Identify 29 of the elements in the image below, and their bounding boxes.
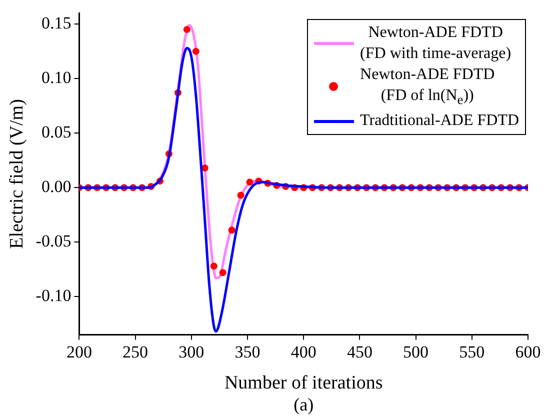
text: (a)	[294, 394, 314, 415]
point	[228, 226, 236, 234]
x-tick-label: 250	[122, 342, 148, 362]
x-tick-label: 550	[459, 342, 485, 362]
legend-label: Newton-ADE FDTD (FD with time-average)	[360, 23, 512, 64]
y-tick-label: 0.10	[41, 68, 72, 88]
x-tick-label: 500	[403, 342, 429, 362]
x-tick-label: 400	[290, 342, 316, 362]
legend-label: Tradtitional-ADE FDTD	[360, 111, 519, 132]
point	[246, 178, 254, 186]
x-axis-title: Number of iterations	[224, 372, 383, 394]
point	[237, 192, 244, 199]
y-tick-label: 0.00	[41, 177, 72, 196]
x-tick-label: 350	[234, 342, 260, 362]
y-tick-label: 0.15	[41, 14, 72, 33]
y-tick-label: -0.05	[36, 232, 72, 251]
y-axis-title: Electric field (V/m)	[6, 99, 28, 249]
line-series	[79, 46, 528, 333]
x-tick-label: 300	[178, 342, 204, 362]
point	[183, 26, 190, 34]
x-tick-label: 450	[346, 342, 372, 362]
y-tick-label: -0.10	[36, 286, 72, 306]
point	[192, 48, 200, 55]
point	[219, 269, 226, 276]
legend-label: Newton-ADE FDTD (FD of ln(N$_{e}$))	[360, 65, 495, 110]
x-tick-label: 600	[515, 342, 541, 362]
point	[210, 262, 218, 270]
y-tick-label: 0.05	[41, 122, 72, 142]
x-tick-label: 200	[66, 342, 92, 362]
